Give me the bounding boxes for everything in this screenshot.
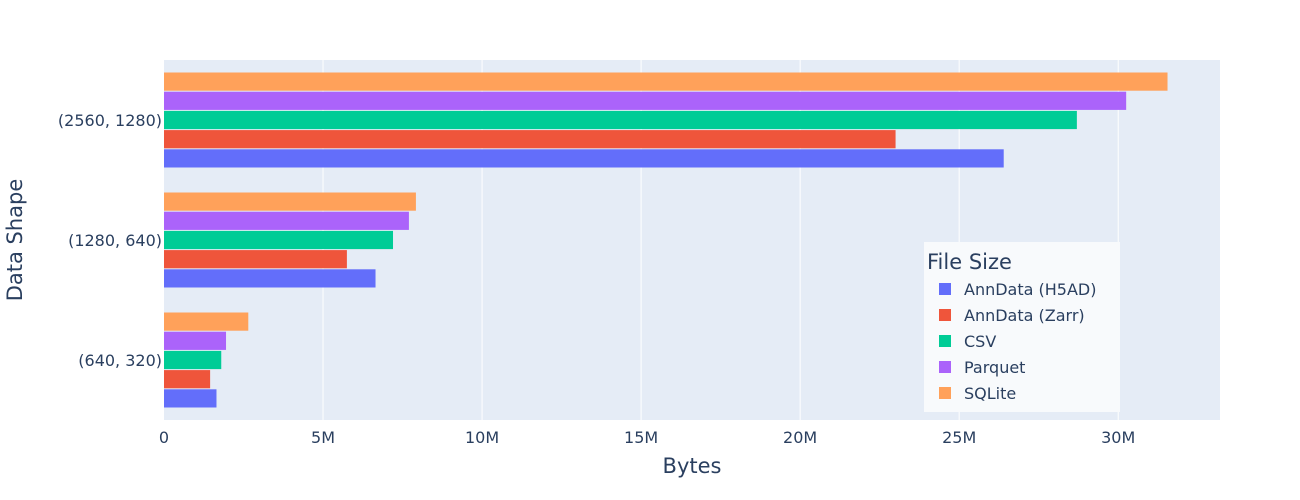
y-tick-label: (2560, 1280) — [58, 111, 162, 130]
y-tick-label: (1280, 640) — [68, 231, 162, 250]
x-tick-label: 20M — [783, 428, 817, 447]
bar — [164, 312, 249, 331]
x-axis-ticks: 0 5M 10M 15M 20M 25M 30M — [159, 428, 1135, 447]
x-tick-label: 30M — [1101, 428, 1135, 447]
y-axis-title: Data Shape — [3, 179, 27, 302]
bar — [164, 269, 376, 288]
bar — [164, 211, 409, 230]
legend-item-label: AnnData (Zarr) — [964, 306, 1085, 325]
x-axis-title: Bytes — [663, 454, 722, 478]
y-tick-label: (640, 320) — [78, 351, 162, 370]
bar — [164, 110, 1077, 130]
x-tick-label: 15M — [624, 428, 658, 447]
legend-swatch — [939, 283, 951, 295]
bar — [164, 230, 394, 250]
legend-background — [924, 242, 1120, 412]
legend-items: AnnData (H5AD) AnnData (Zarr) CSV Parquet SQ… — [939, 280, 1096, 403]
bar — [164, 130, 896, 149]
legend-swatch — [939, 335, 951, 347]
x-tick-label: 0 — [159, 428, 169, 447]
legend-swatch — [939, 361, 951, 373]
legend-swatch — [939, 387, 951, 399]
legend-item-label: Parquet — [964, 358, 1025, 377]
bar — [164, 250, 347, 269]
x-tick-label: 10M — [465, 428, 499, 447]
legend-swatch — [939, 309, 951, 321]
bar — [164, 389, 217, 408]
legend: File Size AnnData (H5AD) AnnData (Zarr) CS… — [924, 242, 1120, 412]
bar — [164, 192, 416, 211]
bar — [164, 91, 1127, 110]
bar — [164, 350, 222, 370]
bar — [164, 149, 1004, 168]
bar — [164, 72, 1168, 91]
legend-title: File Size — [927, 250, 1012, 274]
y-axis-ticks: (640, 320) (1280, 640) (2560, 1280) — [58, 111, 162, 370]
bar — [164, 331, 227, 350]
x-tick-label: 5M — [311, 428, 335, 447]
legend-item-label: SQLite — [964, 384, 1016, 403]
legend-item-label: CSV — [964, 332, 996, 351]
bars — [164, 72, 1168, 408]
x-tick-label: 25M — [942, 428, 976, 447]
bar — [164, 370, 211, 389]
legend-item-label: AnnData (H5AD) — [964, 280, 1096, 299]
